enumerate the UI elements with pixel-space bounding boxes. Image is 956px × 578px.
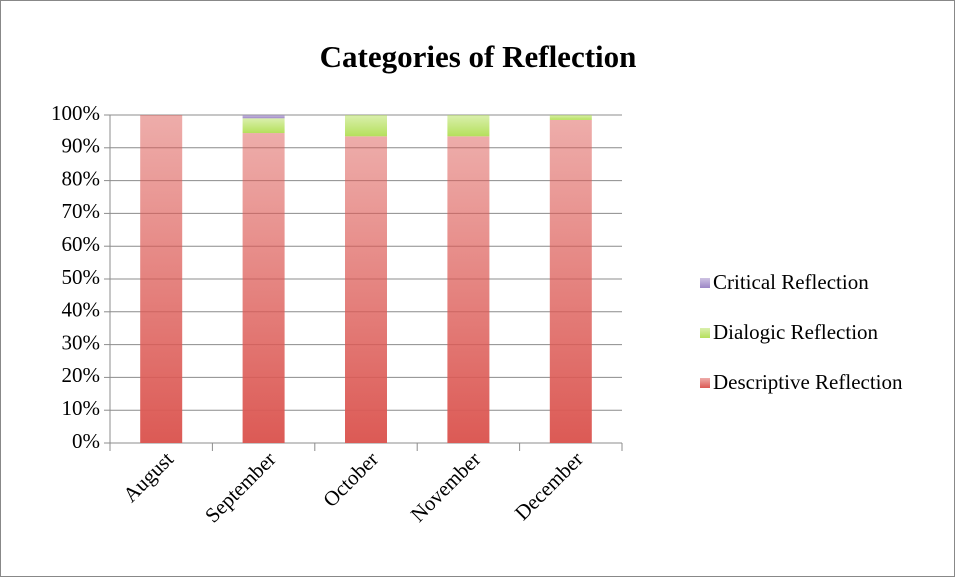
legend-label: Critical Reflection [713,270,869,294]
chart-title: Categories of Reflection [320,39,637,74]
bar-segment [447,115,490,137]
bar-segment [242,118,285,134]
legend-label: Dialogic Reflection [713,320,879,344]
y-tick-label: 60% [62,232,101,256]
y-tick-label: 40% [62,298,101,322]
legend-label: Descriptive Reflection [713,370,903,394]
bar-segment [345,115,387,137]
bar-segment [447,136,490,443]
legend-swatch [700,378,710,388]
bar-segment [242,115,285,119]
y-tick-label: 70% [62,199,101,223]
y-tick-label: 0% [72,429,100,453]
bar-segment [242,133,285,444]
y-tick-label: 20% [62,363,101,387]
legend-swatch [700,328,710,338]
y-tick-label: 80% [62,166,101,190]
bar-segment [140,115,183,443]
bar-segment [345,136,387,443]
legend-swatch [700,278,710,288]
bar-segment [549,115,592,120]
y-tick-label: 10% [62,396,101,420]
y-tick-label: 90% [62,134,101,158]
bar-segment [549,119,592,444]
y-tick-label: 30% [62,330,101,354]
y-tick-label: 50% [62,265,101,289]
y-tick-label: 100% [51,101,100,125]
